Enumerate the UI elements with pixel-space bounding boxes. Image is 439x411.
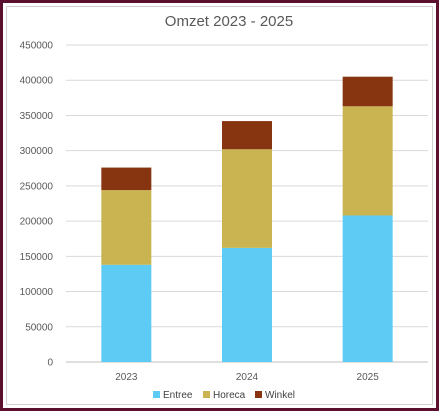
chart-area-border bbox=[6, 6, 433, 405]
legend-label-entree: Entree bbox=[163, 390, 193, 401]
y-axis-labels: 0 50000 100000 150000 200000 250000 300000 3500… bbox=[20, 41, 54, 369]
legend: Entree Horeca Winkel bbox=[153, 390, 295, 401]
bar-horeca-2025 bbox=[342, 106, 393, 216]
y-tick-label: 450000 bbox=[20, 41, 54, 52]
bar-horeca-2023 bbox=[101, 190, 152, 265]
legend-label-winkel: Winkel bbox=[265, 390, 295, 401]
x-tick-label: 2025 bbox=[357, 372, 380, 383]
x-tick-label: 2024 bbox=[236, 372, 259, 383]
y-tick-label: 400000 bbox=[20, 76, 54, 87]
bar-winkel-2024 bbox=[222, 121, 272, 150]
x-axis-labels: 2023 2024 2025 bbox=[115, 372, 379, 383]
y-tick-label: 0 bbox=[47, 358, 53, 369]
bar-entree-2024 bbox=[222, 247, 272, 362]
bar-winkel-2025 bbox=[342, 76, 393, 107]
legend-label-horeca: Horeca bbox=[213, 390, 246, 401]
legend-swatch-horeca bbox=[203, 391, 210, 398]
y-tick-label: 300000 bbox=[20, 146, 54, 157]
y-tick-label: 100000 bbox=[20, 287, 54, 298]
y-tick-label: 350000 bbox=[20, 111, 54, 122]
bar-horeca-2024 bbox=[222, 149, 272, 248]
bar-entree-2023 bbox=[101, 264, 152, 362]
y-tick-label: 150000 bbox=[20, 252, 54, 263]
legend-swatch-entree bbox=[153, 391, 160, 398]
legend-swatch-winkel bbox=[255, 391, 262, 398]
x-tick-label: 2023 bbox=[115, 372, 138, 383]
chart-title: Omzet 2023 - 2025 bbox=[165, 13, 293, 30]
bar-entree-2025 bbox=[342, 215, 393, 362]
y-tick-label: 50000 bbox=[25, 322, 53, 333]
bar-winkel-2023 bbox=[101, 167, 152, 191]
y-tick-label: 200000 bbox=[20, 217, 54, 228]
bars bbox=[101, 76, 393, 362]
y-tick-label: 250000 bbox=[20, 181, 54, 192]
